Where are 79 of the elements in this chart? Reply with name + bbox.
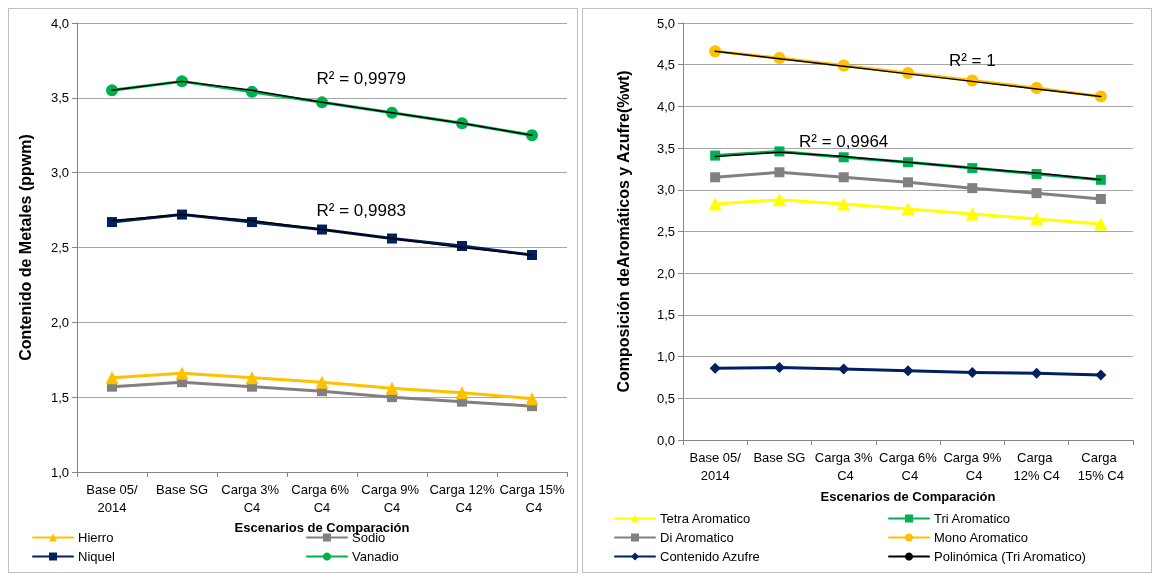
legend-label: Polinómica (Tri Aromatico) xyxy=(934,549,1086,564)
point xyxy=(709,45,722,58)
y-tick-label: 3,5 xyxy=(50,90,69,106)
point xyxy=(1095,174,1106,185)
x-tick-label: Carga 6% C4 xyxy=(879,449,938,483)
y-tick-label: 1,0 xyxy=(50,464,69,480)
point xyxy=(967,183,978,194)
y-tick-label: 2,5 xyxy=(50,240,69,255)
x-axis-title: Escenarios de Comparación xyxy=(820,489,996,504)
point xyxy=(708,197,722,211)
x-tick-label: Carga 3% C4 xyxy=(221,481,283,515)
point xyxy=(902,365,914,377)
legend-label: Hierro xyxy=(78,530,114,545)
legend-label: Contenido Azufre xyxy=(660,549,760,564)
y-axis-title: Contenido de Metales (ppwm) xyxy=(16,134,34,361)
y-tick-label: 2,0 xyxy=(50,314,69,330)
x-tick-label: Carga 9% C4 xyxy=(361,481,423,515)
point xyxy=(710,150,721,161)
y-tick-label: 4,0 xyxy=(50,15,69,31)
x-tick-label: Base 05/2014 xyxy=(689,449,742,483)
point xyxy=(774,167,785,178)
point xyxy=(965,207,979,221)
annotation: R² = 0,9979 xyxy=(316,68,406,88)
y-tick-label: 2,0 xyxy=(656,265,675,281)
y-tick-label: 0,0 xyxy=(656,432,675,448)
point xyxy=(526,129,538,142)
y-tick-label: 3,5 xyxy=(656,140,675,156)
point xyxy=(1094,217,1108,231)
point xyxy=(774,146,785,157)
y-tick-label: 4,5 xyxy=(656,57,675,73)
x-tick-label: Base SG xyxy=(753,449,806,465)
legend-label: Mono Aromatico xyxy=(934,530,1028,545)
point xyxy=(837,197,851,211)
point xyxy=(1030,212,1044,226)
y-tick-label: 1,0 xyxy=(656,349,675,365)
y-axis-title: Composición deAromáticos y Azufre(%wt) xyxy=(614,70,632,393)
x-tick-label: Carga 12% C4 xyxy=(429,481,495,515)
point xyxy=(245,371,259,385)
x-tick-label: Carga 9% C4 xyxy=(943,449,1002,483)
point xyxy=(710,172,721,183)
y-tick-label: 1,5 xyxy=(656,307,675,323)
legend-label: Tetra Aromatico xyxy=(660,511,751,526)
x-tick-label: Carga 3% C4 xyxy=(814,449,874,483)
point xyxy=(1095,193,1106,204)
point xyxy=(455,386,469,400)
x-tick-label: Carga 15% C4 xyxy=(1077,449,1124,483)
point xyxy=(838,172,849,183)
legend-label: Niquel xyxy=(78,549,115,564)
x-tick-label: Base 05/2014 xyxy=(86,481,139,515)
point xyxy=(903,177,913,188)
y-tick-label: 2,5 xyxy=(656,224,675,239)
y-tick-label: 5,0 xyxy=(656,15,675,31)
y-tick-label: 1,5 xyxy=(50,389,69,405)
annotation: R² = 1 xyxy=(948,51,996,71)
point xyxy=(315,375,329,389)
x-tick-label: Carga 15% C4 xyxy=(499,481,565,515)
annotation: R² = 0,9964 xyxy=(798,131,889,151)
point xyxy=(1031,188,1042,199)
y-tick-label: 3,0 xyxy=(656,182,675,198)
legend-label: Vanadio xyxy=(352,549,399,564)
legend-label: Tri Aromatico xyxy=(934,511,1011,526)
point xyxy=(385,381,399,395)
point xyxy=(105,371,119,385)
point xyxy=(525,392,539,406)
point xyxy=(1095,369,1107,381)
x-tick-label: Carga 6% C4 xyxy=(291,481,353,515)
y-tick-label: 3,0 xyxy=(50,165,69,181)
point xyxy=(966,366,978,378)
point xyxy=(901,202,915,216)
point xyxy=(709,362,721,374)
legend-label: Di Aromatico xyxy=(660,530,734,545)
x-tick-label: Base SG xyxy=(155,481,209,497)
point xyxy=(107,217,117,228)
y-tick-label: 4,0 xyxy=(656,98,675,114)
point xyxy=(175,366,189,380)
y-tick-label: 0,5 xyxy=(656,390,675,406)
point xyxy=(772,193,786,207)
annotation: R² = 0,9983 xyxy=(316,200,406,220)
x-tick-label: Carga 12% C4 xyxy=(1013,449,1060,483)
